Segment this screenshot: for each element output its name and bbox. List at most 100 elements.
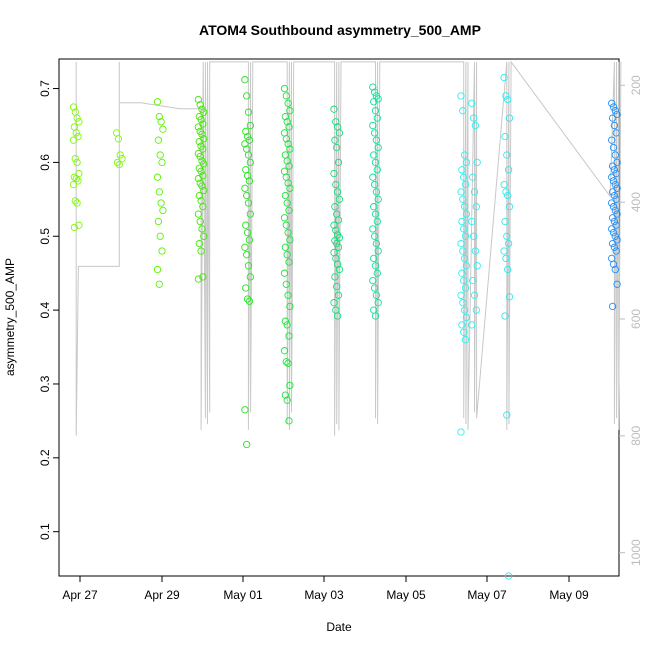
data-point bbox=[460, 328, 468, 336]
data-point bbox=[73, 114, 81, 122]
data-point bbox=[242, 284, 250, 292]
data-point bbox=[283, 251, 291, 259]
x-tick-label: May 01 bbox=[223, 588, 263, 602]
data-point bbox=[457, 428, 465, 436]
data-point bbox=[460, 151, 469, 159]
data-point bbox=[609, 203, 618, 211]
data-point bbox=[608, 239, 617, 248]
data-point bbox=[70, 223, 79, 232]
point-group bbox=[112, 129, 126, 169]
data-point bbox=[280, 269, 289, 277]
data-point bbox=[613, 184, 621, 192]
data-point bbox=[370, 284, 379, 292]
data-point bbox=[372, 291, 381, 299]
data-point bbox=[196, 152, 204, 161]
data-point bbox=[156, 232, 164, 240]
data-point bbox=[281, 317, 290, 325]
data-point bbox=[609, 260, 618, 268]
data-point bbox=[500, 73, 508, 82]
data-point bbox=[608, 199, 616, 207]
data-point bbox=[332, 118, 340, 126]
data-point bbox=[462, 210, 471, 218]
data-point bbox=[505, 293, 514, 301]
data-point bbox=[613, 236, 621, 244]
data-point bbox=[199, 273, 207, 281]
data-point bbox=[246, 158, 254, 167]
data-point bbox=[284, 99, 292, 107]
data-point bbox=[195, 191, 203, 200]
data-point bbox=[116, 151, 124, 159]
data-point bbox=[460, 173, 468, 181]
data-point bbox=[243, 228, 252, 237]
depth-trace-layer bbox=[75, 60, 622, 436]
data-point bbox=[611, 151, 619, 159]
data-point bbox=[241, 184, 249, 192]
data-point bbox=[612, 129, 620, 137]
point-group bbox=[153, 98, 167, 288]
data-point bbox=[468, 217, 476, 226]
data-point bbox=[196, 101, 204, 109]
data-point bbox=[457, 92, 465, 100]
data-point bbox=[370, 232, 379, 240]
data-point bbox=[243, 172, 252, 180]
data-point bbox=[158, 158, 166, 167]
data-point bbox=[243, 251, 251, 259]
data-point bbox=[333, 312, 342, 320]
data-point bbox=[243, 295, 252, 303]
y-tick-label: 0.4 bbox=[38, 301, 52, 318]
data-point bbox=[502, 188, 510, 196]
data-point bbox=[610, 217, 619, 226]
data-point bbox=[281, 243, 290, 251]
data-point bbox=[504, 95, 512, 104]
data-point bbox=[608, 114, 617, 122]
data-point bbox=[281, 391, 290, 399]
data-point bbox=[333, 143, 341, 152]
data-point bbox=[333, 260, 342, 268]
y2-tick-label: 1000 bbox=[629, 539, 643, 566]
data-point bbox=[335, 195, 344, 203]
data-point bbox=[115, 160, 123, 169]
data-point bbox=[331, 203, 339, 211]
data-point bbox=[286, 236, 294, 244]
data-point bbox=[333, 282, 341, 291]
data-point bbox=[333, 188, 342, 196]
data-point bbox=[373, 114, 381, 122]
data-point bbox=[118, 155, 126, 163]
data-point bbox=[242, 127, 250, 136]
data-point bbox=[458, 217, 466, 226]
data-point bbox=[469, 173, 477, 181]
data-point bbox=[284, 140, 292, 148]
data-point bbox=[457, 188, 465, 196]
data-point bbox=[370, 88, 379, 96]
y-tick-label: 0.3 bbox=[38, 375, 52, 392]
x-tick-label: May 03 bbox=[304, 588, 344, 602]
data-point bbox=[369, 121, 377, 130]
data-point bbox=[460, 254, 469, 263]
y2-tick-label: 400 bbox=[629, 192, 643, 212]
data-point bbox=[280, 84, 289, 93]
data-point bbox=[241, 406, 249, 414]
data-point bbox=[504, 572, 513, 580]
data-point bbox=[194, 210, 203, 218]
data-point bbox=[153, 265, 162, 274]
data-point bbox=[611, 265, 619, 274]
data-point bbox=[245, 136, 254, 144]
data-point bbox=[244, 262, 253, 270]
data-point bbox=[458, 321, 466, 329]
data-point bbox=[608, 99, 616, 107]
data-point bbox=[460, 203, 469, 211]
data-point bbox=[241, 76, 249, 84]
data-point bbox=[75, 221, 83, 229]
data-point bbox=[286, 302, 294, 311]
data-point bbox=[503, 151, 511, 159]
data-point bbox=[612, 221, 620, 229]
data-point bbox=[72, 174, 80, 183]
data-point bbox=[503, 411, 511, 419]
y-axis: 0.1 0.2 0.3 0.4 0.5 0.6 0.7 bbox=[38, 80, 59, 540]
data-point bbox=[612, 247, 620, 255]
data-point bbox=[71, 155, 79, 163]
data-point bbox=[113, 158, 122, 167]
data-point bbox=[330, 221, 338, 229]
data-point bbox=[468, 321, 476, 329]
data-point bbox=[457, 239, 465, 248]
